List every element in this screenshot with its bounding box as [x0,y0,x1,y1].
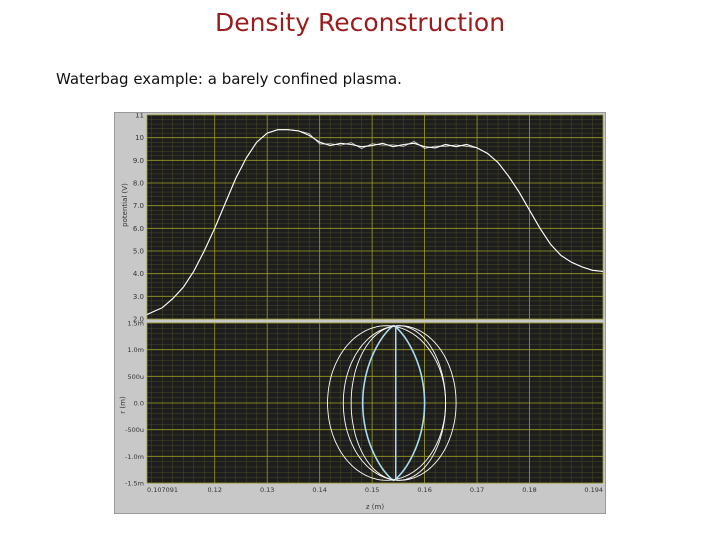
potential-curve-trace [146,129,604,315]
orbit-y-tick-label: -1.5m [125,480,144,488]
potential-grid [146,114,604,320]
orbit-curve [342,325,457,481]
potential-y-tick-labels: 2.0 3.0 4.0 5.0 6.0 7.0 8.0 9.0 10 11 [133,112,144,324]
potential-y-tick-label: 7.0 [133,202,144,210]
orbit-curve [361,324,426,482]
orbit-x-tick-label: 0.12 [207,486,221,494]
orbit-y-axis-label: r (m) [119,396,127,414]
orbit-y-tick-label: 0.0 [134,400,144,408]
orbit-x-tick-label: 0.194 [584,486,603,494]
orbit-curves [327,324,457,482]
orbit-x-axis-label: z (m) [366,503,384,511]
orbit-x-tick-label: 0.107091 [147,486,178,494]
potential-plot: 2.0 3.0 4.0 5.0 6.0 7.0 8.0 9.0 10 11 potential (… [121,112,604,324]
orbit-y-tick-label: -1.0m [125,453,144,461]
orbit-y-tick-label: 500u [127,373,144,381]
graph-panel: 2.0 3.0 4.0 5.0 6.0 7.0 8.0 9.0 10 11 potential (… [114,112,606,514]
orbit-curve [327,325,447,481]
potential-y-tick-label: 11 [135,113,144,120]
orbit-y-tick-label: -500u [125,426,144,434]
potential-y-tick-label: 8.0 [133,180,144,188]
orbit-x-tick-label: 0.17 [470,486,484,494]
orbit-y-tick-label: 1.5m [127,320,144,328]
orbit-x-tick-label: 0.18 [522,486,536,494]
orbit-x-tick-label: 0.15 [365,486,379,494]
orbit-x-tick-labels: 0.107091 0.12 0.13 0.14 0.15 0.16 0.17 0.18 0.19… [147,486,603,494]
plots-svg: 2.0 3.0 4.0 5.0 6.0 7.0 8.0 9.0 10 11 potential (… [119,112,604,511]
potential-y-tick-label: 9.0 [133,157,144,165]
orbit-y-tick-label: 1.0m [127,346,144,354]
potential-y-tick-label: 4.0 [133,270,144,278]
orbit-x-tick-label: 0.13 [260,486,274,494]
potential-y-tick-label: 10 [135,134,144,142]
orbit-grid [146,322,604,484]
potential-y-tick-label: 6.0 [133,225,144,233]
slide-subtitle: Waterbag example: a barely confined plas… [56,70,402,88]
orbit-y-tick-labels: -1.5m -1.0m -500u 0.0 500u 1.0m 1.5m [125,320,144,488]
orbit-curve [350,325,447,481]
potential-y-tick-label: 2.0 [133,316,144,324]
potential-y-tick-label: 5.0 [133,248,144,256]
slide-title: Density Reconstruction [214,8,506,37]
orbit-x-tick-label: 0.16 [417,486,431,494]
potential-plot-area [147,115,603,319]
orbit-x-tick-label: 0.14 [312,486,326,494]
potential-y-tick-label: 3.0 [133,293,144,301]
potential-y-axis-label: potential (V) [121,183,129,227]
